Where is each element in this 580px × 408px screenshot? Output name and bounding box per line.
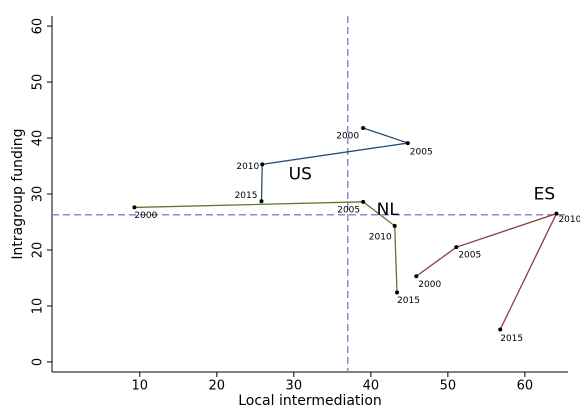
y-tick-label: 10 bbox=[31, 298, 46, 315]
x-tick-label: 10 bbox=[132, 379, 149, 394]
point-label: 2010 bbox=[236, 162, 259, 172]
point bbox=[498, 327, 503, 332]
x-tick-label: 60 bbox=[517, 379, 534, 394]
x-tick-label: 20 bbox=[209, 379, 226, 394]
series-line bbox=[260, 127, 409, 202]
series-line bbox=[134, 201, 398, 293]
series-name: NL bbox=[377, 200, 400, 220]
series-name: US bbox=[289, 164, 312, 184]
point-label: 2005 bbox=[458, 251, 481, 261]
point-label: 2015 bbox=[397, 296, 420, 306]
point bbox=[361, 199, 366, 204]
point bbox=[395, 290, 400, 295]
point-label: 2000 bbox=[336, 131, 359, 141]
y-tick-label: 40 bbox=[31, 130, 46, 147]
point bbox=[405, 141, 410, 146]
series-name: ES bbox=[534, 185, 556, 205]
point-label: 2010 bbox=[558, 215, 580, 225]
point-label: 2000 bbox=[418, 280, 441, 290]
point-label: 2010 bbox=[369, 232, 392, 242]
point bbox=[392, 223, 397, 228]
y-tick-label: 60 bbox=[31, 18, 46, 35]
point bbox=[554, 211, 559, 216]
point-label: 2005 bbox=[337, 205, 360, 215]
point-label: 2015 bbox=[500, 334, 523, 344]
point bbox=[454, 245, 459, 250]
point bbox=[361, 125, 366, 130]
y-tick-label: 0 bbox=[31, 358, 46, 366]
x-tick-label: 40 bbox=[363, 379, 380, 394]
point-label: 2015 bbox=[235, 191, 258, 201]
point bbox=[259, 199, 264, 204]
x-tick-label: 50 bbox=[440, 379, 457, 394]
y-tick-label: 30 bbox=[31, 186, 46, 203]
series-line bbox=[415, 212, 558, 330]
y-tick-label: 20 bbox=[31, 242, 46, 259]
y-axis-label: Intragroup funding bbox=[10, 128, 26, 259]
y-tick-label: 50 bbox=[31, 74, 46, 91]
x-axis-label: Local intermediation bbox=[238, 393, 382, 408]
point bbox=[260, 162, 265, 167]
point bbox=[414, 274, 419, 279]
point-label: 2005 bbox=[410, 148, 433, 158]
x-tick-label: 30 bbox=[286, 379, 303, 394]
point bbox=[132, 205, 137, 210]
point-label: 2000 bbox=[134, 211, 157, 221]
